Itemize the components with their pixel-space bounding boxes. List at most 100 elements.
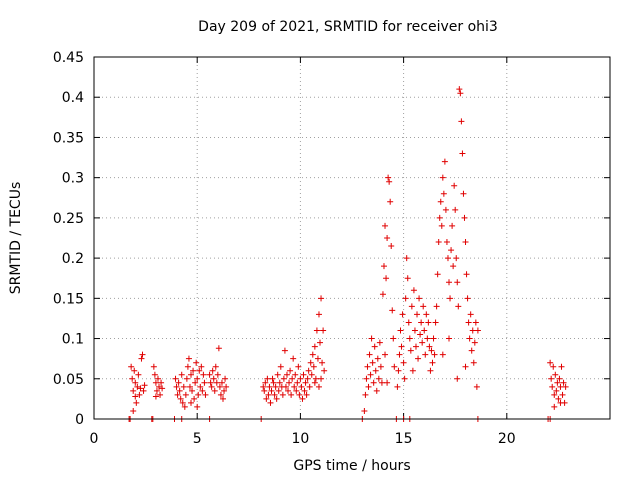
data-point [446,279,453,286]
data-point [313,327,320,334]
data-point [365,383,372,390]
data-point [223,383,230,390]
data-point [216,383,223,390]
data-point [312,375,319,382]
data-point [317,339,324,346]
data-point [131,367,138,374]
data-point [182,391,189,398]
data-point [135,371,142,378]
data-point [297,375,304,382]
data-point [289,375,296,382]
data-point [451,182,458,189]
data-point [368,335,375,342]
data-point [472,319,479,326]
data-point [315,311,322,318]
data-point [157,391,164,398]
x-axis-label: GPS time / hours [293,458,410,474]
data-point [407,347,414,354]
data-point [212,363,219,370]
data-point [386,178,393,185]
data-point [437,198,444,205]
data-point [378,379,385,386]
data-point [556,375,563,382]
data-point [452,206,459,213]
data-point [551,391,558,398]
data-point [453,255,460,262]
data-point [446,335,453,342]
data-point [222,375,229,382]
data-point [462,239,469,246]
data-point [436,214,443,221]
data-point [132,393,139,400]
data-point [320,327,327,334]
data-point [440,190,447,197]
data-point [310,363,317,370]
data-point [402,295,409,302]
y-tick-label: 0.4 [62,90,84,106]
data-point [400,359,407,366]
data-point [417,331,424,338]
data-point [557,383,564,390]
data-point [404,275,411,282]
data-point [136,391,143,398]
data-point [473,383,480,390]
data-point [269,375,276,382]
data-point [370,379,377,386]
data-point [263,395,270,402]
data-point [423,311,430,318]
data-point [454,279,461,286]
x-tick-label: 15 [395,431,413,447]
data-point [274,371,281,378]
data-point [389,307,396,314]
data-point [550,363,557,370]
data-point [459,150,466,157]
data-point [319,359,326,366]
data-point [384,379,391,386]
data-point [447,295,454,302]
data-point [409,367,416,374]
data-point [218,379,225,386]
data-point [130,407,137,414]
data-point [439,351,446,358]
data-point [196,367,203,374]
data-point [299,395,306,402]
data-point [200,371,207,378]
data-point [455,303,462,310]
data-point [382,222,389,229]
data-point [152,379,159,386]
data-point [470,359,477,366]
data-point [156,383,163,390]
data-point [279,391,286,398]
data-point [560,379,567,386]
axis-ticks: 0 0.05 0.1 0.15 0.2 0.25 0.3 0.35 0.4 0.45 0 5 10 15 2… [53,50,610,447]
data-point [369,359,376,366]
data-point [398,343,405,350]
data-point [296,391,303,398]
data-point [277,363,284,370]
data-point [295,363,302,370]
data-point [438,222,445,229]
data-point [425,319,432,326]
data-point [394,383,401,390]
data-point [177,395,184,402]
data-point [465,319,472,326]
data-point [128,363,135,370]
data-point [293,387,300,394]
data-point [432,319,439,326]
data-point [456,86,463,93]
data-point [270,379,277,386]
data-point [282,383,289,390]
data-point [466,335,473,342]
data-point [458,118,465,125]
data-point [300,371,307,378]
data-point [441,158,448,165]
data-point [272,383,279,390]
data-point [367,371,374,378]
data-point [421,327,428,334]
data-point [195,391,202,398]
data-point [430,335,437,342]
data-point [207,379,214,386]
data-point [399,311,406,318]
plot-frame [93,56,611,420]
data-point [414,311,421,318]
